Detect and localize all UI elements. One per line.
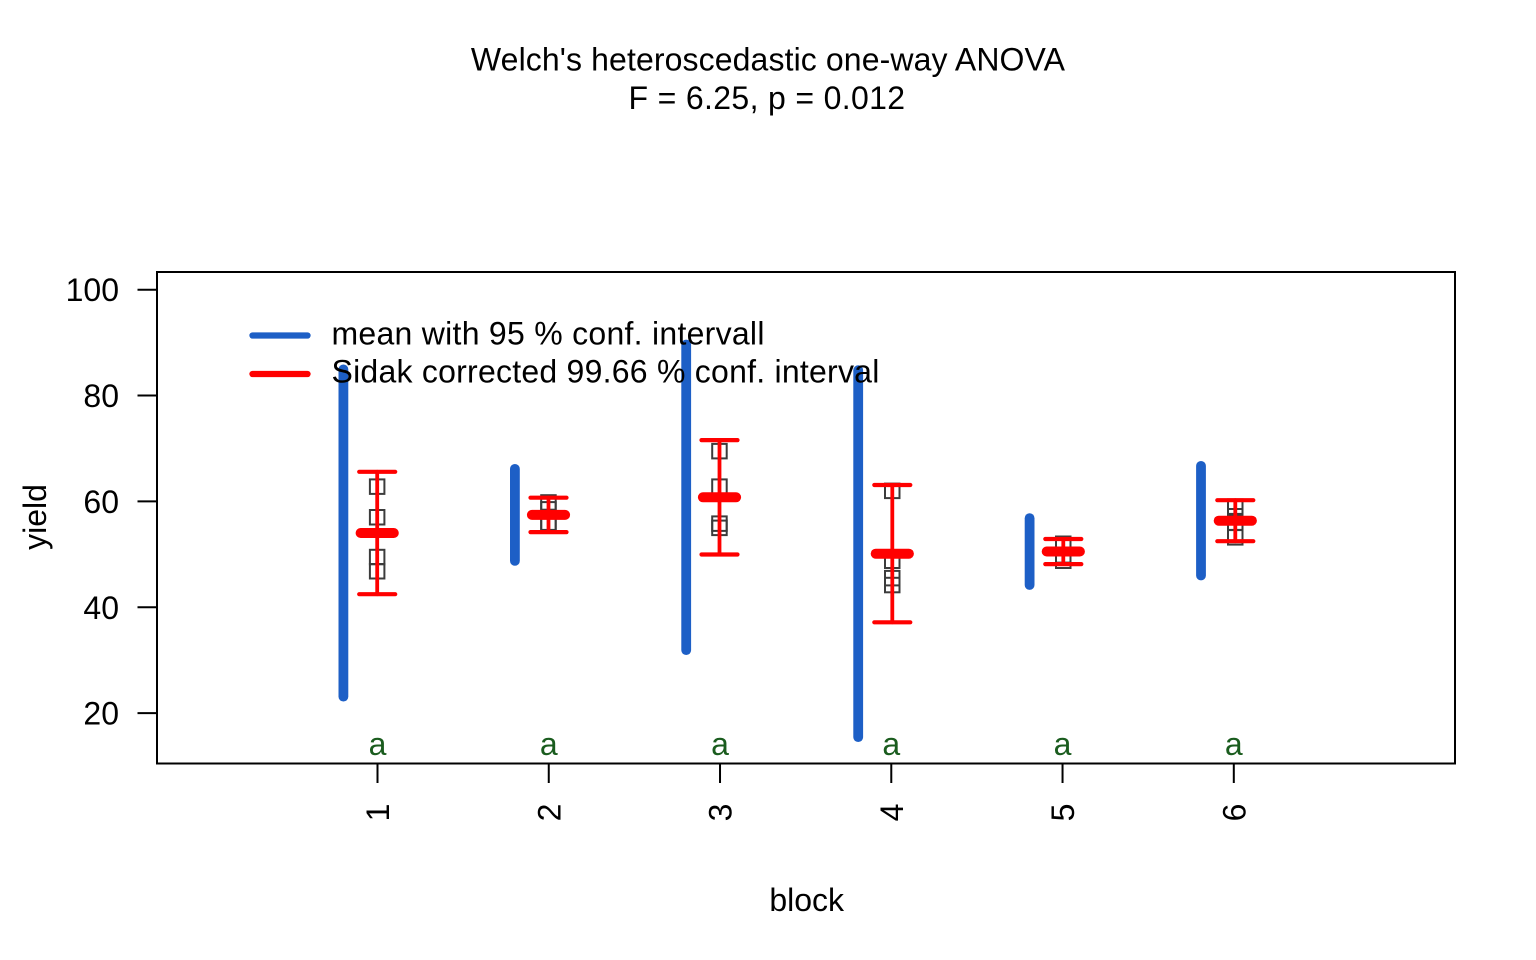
svg-text:a: a	[711, 726, 729, 762]
svg-text:a: a	[369, 726, 387, 762]
svg-text:6: 6	[1216, 804, 1252, 822]
svg-text:1: 1	[360, 804, 396, 822]
svg-text:a: a	[1225, 726, 1243, 762]
svg-text:yield: yield	[17, 484, 53, 550]
svg-text:a: a	[540, 726, 558, 762]
svg-text:3: 3	[703, 804, 739, 822]
svg-text:block: block	[769, 882, 845, 918]
svg-text:2: 2	[531, 804, 567, 822]
svg-text:60: 60	[83, 484, 119, 520]
svg-text:a: a	[1054, 726, 1072, 762]
svg-text:F = 6.25, p = 0.012: F = 6.25, p = 0.012	[629, 80, 906, 116]
svg-text:80: 80	[83, 378, 119, 414]
svg-text:20: 20	[83, 696, 119, 732]
svg-text:Sidak corrected 99.66 % conf.: Sidak corrected 99.66 % conf. interval	[332, 354, 880, 390]
svg-text:100: 100	[66, 272, 119, 308]
svg-text:Welch's heteroscedastic one-wa: Welch's heteroscedastic one-way ANOVA	[471, 41, 1066, 77]
svg-text:5: 5	[1045, 804, 1081, 822]
svg-text:a: a	[882, 726, 900, 762]
svg-text:mean with 95 % conf. intervall: mean with 95 % conf. intervall	[332, 316, 765, 352]
svg-text:40: 40	[83, 590, 119, 626]
svg-text:4: 4	[874, 804, 910, 822]
